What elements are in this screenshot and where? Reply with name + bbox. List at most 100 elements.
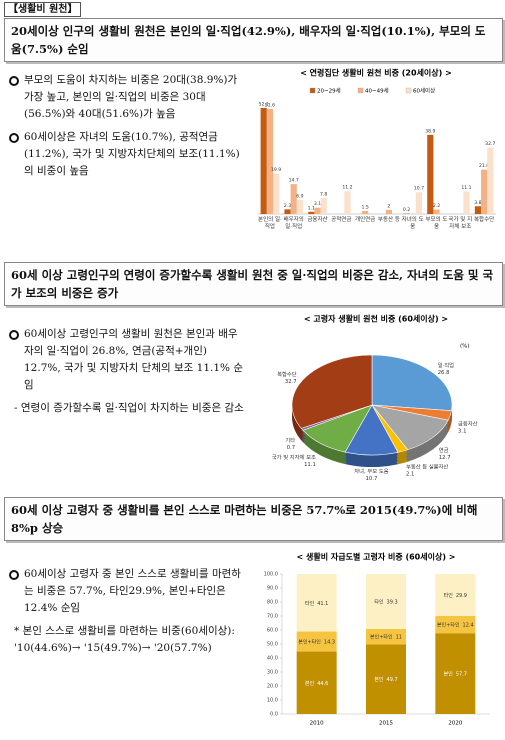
y-tick-label: 100.0 [264,572,278,578]
value-label: 3.8 [474,200,481,206]
y-tick-label: 80.0 [267,600,278,606]
x-tick-label: 부동산 등 [377,217,400,223]
slice-label: 자녀, 부모 도움 10.7 [354,466,388,481]
segment-name: 본인+타인 [370,633,393,640]
segment-value: 14.3 [324,639,335,645]
section-heading: 20세이상 인구의 생활비 원천은 본인의 일·직업(42.9%), 배우자의 … [4,18,503,62]
bar [385,209,392,214]
page-label: 【생활비 원천】 [4,2,82,17]
x-tick-label: 2010 [310,721,324,727]
bar-segment [435,574,476,616]
bullet: 60세이상 고령인구의 생활비 원천은 본인과 배우자의 일·직업이 26.8%… [8,326,244,394]
bar [260,108,267,214]
bar-segment [296,651,337,714]
segment-label: 본인 49.7 [374,676,397,683]
slice-name: 부동산 등 실물자산 [406,462,448,470]
segment-name: 본인 [374,676,384,683]
x-tick-label: 공적연금 [331,217,352,223]
segment-label: 본인+타인 14.3 [298,638,335,645]
segment-name: 타인 [444,591,454,598]
slice-value: 26.8 [438,370,450,376]
note: - 연령이 증가할수록 일·직업이 차지하는 비중은 감소 [14,402,244,414]
section-body: 60세이상 고령자 중 본인 스스로 생활비를 마련하는 비중은 57.7%, … [8,566,244,657]
y-tick-label: 50.0 [267,642,278,648]
slice-name: 국가 및 지자체 보조 [272,453,316,461]
value-label: 19.9 [271,167,281,173]
slice-label: 일·직업 26.8 [438,361,454,376]
value-label: 10.7 [414,186,424,192]
segment-name: 본인+타인 [437,621,460,628]
section-body: 60세이상 고령인구의 생활비 원천은 본인과 배우자의 일·직업이 26.8%… [8,326,244,417]
x-tick-label: 부모의 도움 [425,217,448,230]
segment-value: 44.6 [317,680,328,686]
segment-value: 49.7 [387,677,398,683]
value-label: 2.2 [433,203,440,209]
bar [266,109,273,214]
bar-segment [366,629,406,645]
section-body: 부모의 도움이 차지하는 비중은 20대(38.9%)가 가장 높고, 본인의 … [8,72,244,186]
x-tick-label: 금융자산 [307,217,328,223]
chart: < 연령집단 생활비 원천 비중 (20세이상) > 20~29세 40~49세 60… [258,68,496,215]
segment-label: 본인 44.6 [305,679,328,686]
y-tick-label: 0.0 [270,712,278,718]
slice-value: 3.1 [458,428,466,434]
y-tick-label: 20.0 [267,684,278,690]
value-label: 6.9 [296,193,303,199]
bar-segment [435,615,476,634]
segment-name: 본인+타인 [298,638,321,645]
value-label: 1.5 [361,204,368,210]
bullet: 60세이상 고령자 중 본인 스스로 생활비를 마련하는 비중은 57.7%, … [8,566,244,617]
x-tick-label: 2020 [448,721,462,727]
x-tick-label: 배우자의 일·직업 [283,217,304,230]
unit-label: (%) [460,344,470,350]
bar [272,173,280,214]
slice-value: 0.7 [287,445,295,451]
segment-label: 타인 41.1 [305,599,328,606]
y-tick-label: 40.0 [267,656,278,662]
bar [320,198,327,214]
bar-segment [296,574,337,632]
value-label: 3.1 [314,201,321,207]
value-label: 14.7 [289,178,299,184]
legend-swatch [405,87,412,94]
value-label: 21.8 [479,163,489,169]
bar [463,191,470,214]
slice-value: 11.1 [304,462,316,468]
segment-value: 41.1 [317,600,328,606]
chart: < 생활비 자급도별 고령자 비중 (60세이상) > 0.0 10.0 20.0 30… [264,552,490,727]
segment-value: 39.3 [387,599,398,605]
pie-slice [371,404,449,451]
value-label: 2 [387,203,390,209]
segment-value: 57.7 [456,671,467,677]
segment-name: 타인 [374,598,384,605]
segment-name: 타인 [305,599,315,606]
value-label: 11.1 [461,185,471,191]
bar-segment [296,631,337,652]
bar [487,147,494,214]
slice-value: 32.7 [285,379,297,385]
bar [433,209,440,214]
segment-label: 본인+타인 11 [370,633,402,640]
legend-label: 20~29세 [317,87,341,95]
x-tick-label: 복합수단 [473,217,495,223]
slice-name: 기타 [285,436,295,444]
pie-slice [291,354,373,429]
value-label: 0.2 [403,207,410,213]
slice-label: 기타 0.7 [285,436,295,451]
bar-segment [435,633,476,714]
pie-slice [371,354,453,412]
y-tick-label: 30.0 [267,670,278,676]
value-label: 2.3 [284,203,291,209]
x-tick-label: 본인의 일·직업 [258,217,282,230]
value-label: 1.1 [308,205,315,211]
slice-label: 금융자산 3.1 [458,419,478,434]
bar [362,210,369,214]
y-tick-label: 10.0 [267,698,278,704]
slice-name: 연금 [439,446,449,454]
bullet: 부모의 도움이 차지하는 비중은 20대(38.9%)가 가장 높고, 본인의 … [8,72,244,123]
chart-box: < 생활비 자급도별 고령자 비중 (60세이상) > 0.0 10.0 20.0 30… [250,548,502,736]
chart-box: < 고령자 생활비 원천 비중 (60세이상) > (%) 일·직업 26.8 금융자산… [250,310,502,490]
bar [308,211,315,214]
bar [290,184,297,214]
